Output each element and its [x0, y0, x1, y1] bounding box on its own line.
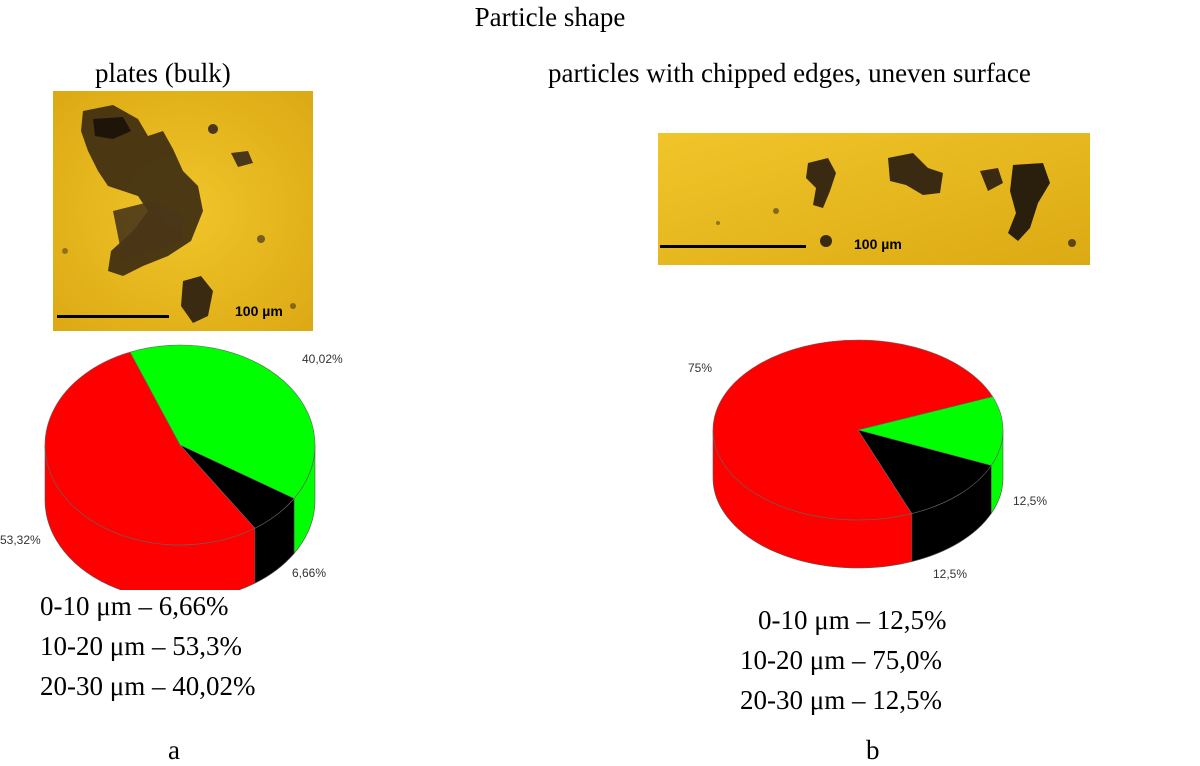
- pie-data-label: 75%: [688, 361, 712, 375]
- pie-chart-a: 40,02% 53,32% 6,66%: [0, 330, 370, 601]
- pie-data-label: 40,02%: [302, 352, 343, 366]
- scale-bar-label-b: 100 µm: [854, 236, 902, 252]
- pie-data-label: 53,32%: [0, 533, 41, 547]
- panel-a-title: plates (bulk): [95, 58, 231, 88]
- legend-a-item: 0-10 μm – 6,66%: [40, 591, 229, 621]
- legend-b-item: 0-10 μm – 12,5%: [758, 605, 947, 635]
- micrograph-a: 100 µm: [53, 91, 313, 331]
- legend-a-item: 20-30 μm – 40,02%: [40, 671, 256, 701]
- pie-slice-10-20-m: [712, 339, 994, 521]
- legend-b: 0-10 μm – 12,5% 10-20 μm – 75,0% 20-30 μ…: [740, 600, 946, 720]
- legend-b-item: 10-20 μm – 75,0%: [740, 645, 942, 675]
- pie-chart-a-svg: 40,02% 53,32% 6,66%: [0, 344, 343, 601]
- legend-a: 0-10 μm – 6,66% 10-20 μm – 53,3% 20-30 μ…: [40, 586, 255, 706]
- pie-data-label: 12,5%: [933, 567, 967, 581]
- pie-chart-b-svg: 75% 12,5% 12,5%: [688, 339, 1047, 581]
- panel-b-label: b: [866, 735, 880, 765]
- pie-slice-20-30-m: [129, 344, 316, 499]
- figure-title: Particle shape: [474, 2, 626, 32]
- pie-data-label: 6,66%: [292, 566, 326, 580]
- micrograph-b-image: 100 µm: [658, 133, 1090, 265]
- micrograph-b: 100 µm: [658, 133, 1090, 265]
- panel-a-label: a: [168, 735, 180, 765]
- micrograph-a-image: 100 µm: [53, 91, 313, 331]
- pie-side-walls: [712, 429, 1004, 569]
- pie-slice-0-10-m: [857, 429, 992, 514]
- panel-b-title: particles with chipped edges, uneven sur…: [548, 58, 1031, 88]
- scale-bar-label-a: 100 µm: [235, 303, 283, 319]
- pie-slice-20-30-m: [857, 396, 1004, 466]
- legend-a-item: 10-20 μm – 53,3%: [40, 631, 242, 661]
- pie-chart-b: 75% 12,5% 12,5%: [680, 330, 1080, 590]
- pie-data-label: 12,5%: [1013, 494, 1047, 508]
- pie-slice-10-20-m: [44, 351, 256, 546]
- legend-b-item: 20-30 μm – 12,5%: [740, 685, 942, 715]
